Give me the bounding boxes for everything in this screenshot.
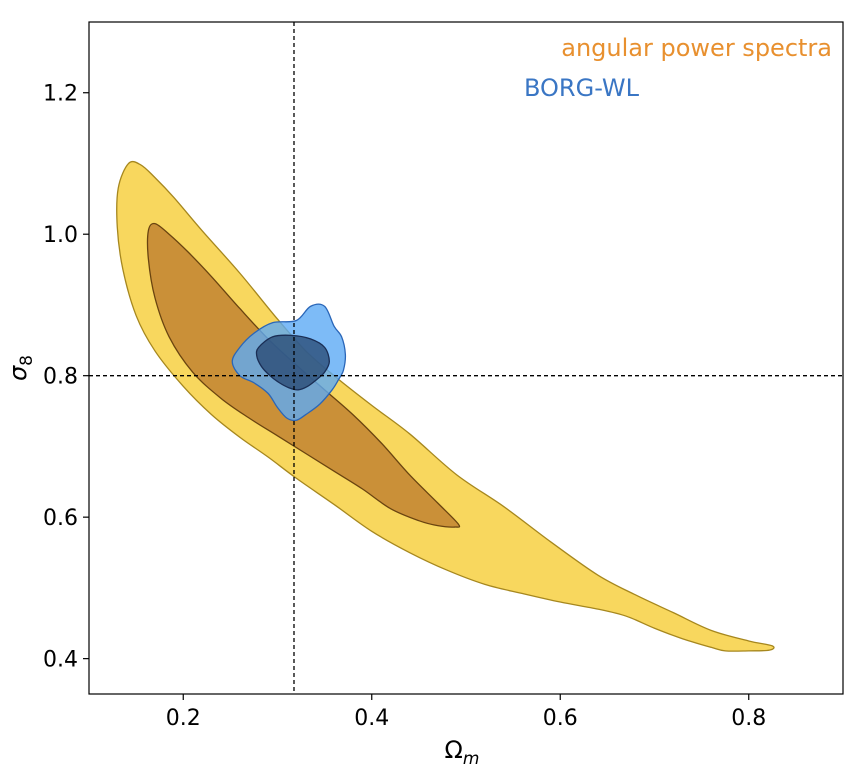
y-axis-ticks: 0.4 0.6 0.8 1.0 1.2 bbox=[43, 82, 89, 673]
plot-frame bbox=[88, 21, 844, 695]
series-angular-power-spectra bbox=[116, 160, 775, 652]
legend-entry-borg-wl: BORG-WL bbox=[524, 74, 640, 102]
x-tick-label: 0.8 bbox=[731, 706, 766, 731]
x-axis-label-main: Ω bbox=[445, 736, 463, 764]
y-axis-label: σ8 bbox=[4, 355, 37, 381]
x-axis-label: Ωm bbox=[445, 736, 480, 769]
y-axis-label-main: σ bbox=[4, 365, 32, 381]
y-tick-label: 1.2 bbox=[43, 82, 78, 107]
x-tick-label: 0.4 bbox=[354, 706, 389, 731]
y-tick-label: 0.4 bbox=[43, 648, 78, 673]
x-tick-label: 0.6 bbox=[543, 706, 578, 731]
x-axis-ticks: 0.2 0.4 0.6 0.8 bbox=[166, 694, 766, 731]
legend-entry-angular-power-spectra: angular power spectra bbox=[561, 34, 832, 62]
y-tick-label: 0.8 bbox=[43, 365, 78, 390]
y-tick-label: 1.0 bbox=[43, 223, 78, 248]
y-tick-label: 0.6 bbox=[43, 506, 78, 531]
x-axis-label-subscript: m bbox=[463, 749, 480, 769]
contour-outer-0 bbox=[116, 160, 775, 652]
y-axis-label-subscript: 8 bbox=[17, 355, 37, 366]
legend: angular power spectra BORG-WL bbox=[524, 34, 832, 102]
reference-lines bbox=[89, 22, 843, 694]
x-tick-label: 0.2 bbox=[166, 706, 201, 731]
contour-layer bbox=[116, 160, 775, 652]
